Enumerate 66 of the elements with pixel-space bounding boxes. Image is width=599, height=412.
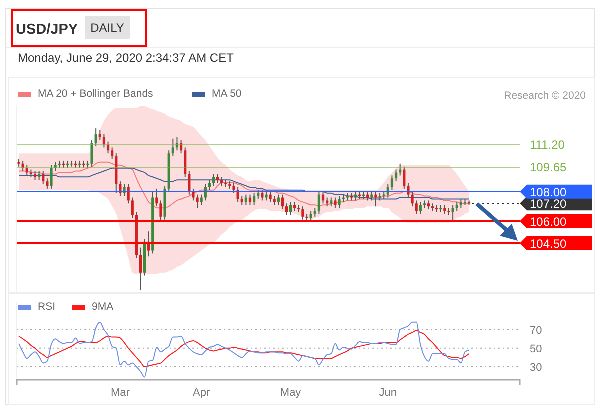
candlestick <box>196 194 199 209</box>
candlestick <box>50 164 53 190</box>
candlestick <box>374 191 378 208</box>
ref-line-label: 109.65 <box>530 160 568 175</box>
text: Research © 2020 <box>504 90 586 102</box>
candlestick <box>452 204 454 222</box>
candlestick <box>390 175 394 191</box>
candlestick <box>192 188 195 202</box>
candlestick <box>310 210 312 222</box>
candlestick <box>334 197 337 209</box>
text: Monday, June 29, 2020 2:34:37 AM CET <box>18 51 235 65</box>
candlestick <box>111 147 114 160</box>
candlestick <box>338 196 341 209</box>
candlestick <box>184 147 187 178</box>
candlestick <box>318 191 321 214</box>
y-tick-label: 70 <box>530 324 542 337</box>
ref-line-label: 104.50 <box>530 236 568 251</box>
ref-line-label: 111.20 <box>530 138 566 152</box>
candlestick <box>127 184 130 204</box>
candlestick <box>90 140 94 168</box>
y-tick-label: 50 <box>530 343 542 356</box>
line-series <box>18 330 470 368</box>
x-tick-label: Jun <box>379 387 398 399</box>
chart-title: USD/JPY <box>16 22 78 38</box>
candlestick <box>46 178 49 190</box>
candlestick <box>94 128 98 147</box>
candlestick <box>102 134 106 148</box>
candlestick <box>188 170 191 196</box>
candlestick <box>131 197 134 219</box>
candlestick <box>394 169 398 182</box>
candlestick <box>289 202 292 216</box>
candlestick <box>302 206 304 220</box>
candlestick <box>139 247 142 292</box>
candlestick <box>22 160 24 172</box>
candlestick <box>212 174 216 186</box>
candlestick <box>415 200 418 214</box>
candlestick <box>98 130 102 141</box>
legend-label: MA 20 + Bollinger Bands <box>38 88 154 100</box>
candlestick <box>208 180 211 191</box>
candlestick <box>411 191 414 208</box>
legend-label: 9MA <box>92 301 114 313</box>
ref-line-label: 106.00 <box>530 214 568 229</box>
ref-line-label: 107.20 <box>530 197 568 212</box>
candlestick <box>281 194 284 210</box>
line-series <box>18 322 470 378</box>
candlestick <box>403 166 406 190</box>
candlestick <box>407 182 410 198</box>
candlestick <box>180 140 183 154</box>
candlestick <box>232 182 236 194</box>
legend-label: MA 50 <box>212 88 242 100</box>
candlestick <box>156 188 158 208</box>
y-tick-label: 30 <box>530 362 542 374</box>
candlestick <box>285 203 288 216</box>
ref-line-label: 108.00 <box>530 185 568 200</box>
candlestick <box>119 181 122 197</box>
candlestick <box>42 170 45 186</box>
candlestick <box>269 191 272 203</box>
x-tick-label: Mar <box>110 387 130 399</box>
candlestick <box>160 200 162 222</box>
x-tick-label: Apr <box>193 387 210 399</box>
candlestick <box>172 138 174 158</box>
chart-subtitle: DAILY <box>90 21 124 35</box>
candlestick <box>419 202 422 214</box>
legend-label: RSI <box>38 301 56 313</box>
candlestick <box>261 190 264 202</box>
x-tick-label: May <box>280 387 302 399</box>
